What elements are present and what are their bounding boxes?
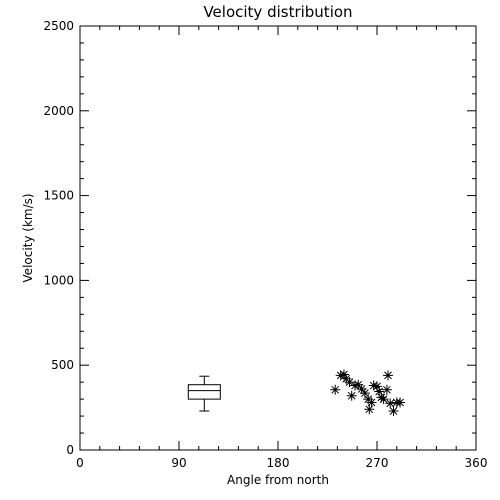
x-axis: 0 90 180 270 360	[76, 26, 487, 470]
data-point-marker	[383, 370, 393, 381]
data-point-marker	[385, 398, 396, 409]
chart-title: Velocity distribution	[203, 3, 352, 21]
x-tick-label: 360	[465, 456, 488, 470]
y-tick-label: 2500	[43, 19, 74, 33]
data-point-marker	[366, 397, 377, 408]
data-point-marker	[378, 394, 389, 405]
data-point-marker	[372, 381, 382, 392]
y-tick-label: 2000	[43, 104, 74, 118]
data-point-marker	[356, 383, 367, 394]
data-point-marker	[374, 386, 385, 397]
y-tick-label: 1500	[43, 189, 74, 203]
y-tick-label: 500	[51, 358, 74, 372]
data-point-marker	[388, 405, 399, 416]
data-point-marker	[335, 370, 346, 381]
y-axis-label: Velocity (km/s)	[21, 193, 35, 282]
x-axis-label: Angle from north	[227, 473, 329, 487]
y-axis: 0 500 1000 1500 2000 2500	[43, 19, 476, 457]
data-point-marker	[330, 384, 341, 395]
data-point-marker	[339, 369, 349, 380]
plot-frame	[79, 25, 477, 451]
x-tick-label: 90	[171, 456, 186, 470]
x-tick-label: 180	[267, 456, 290, 470]
x-tick-label: 270	[366, 456, 389, 470]
boxplot-box	[187, 384, 221, 400]
y-tick-label: 1000	[43, 273, 74, 287]
data-point-marker	[350, 380, 360, 391]
x-tick-label: 0	[76, 456, 84, 470]
data-point-marker	[395, 397, 406, 408]
data-point-marker	[344, 377, 355, 388]
data-point-marker	[346, 390, 357, 401]
data-point-marker	[368, 380, 379, 391]
data-point-marker	[381, 384, 392, 395]
data-point-marker	[353, 379, 364, 390]
data-points	[330, 369, 406, 416]
y-tick-label: 0	[66, 443, 74, 457]
data-point-marker	[359, 388, 370, 399]
boxplot	[187, 375, 221, 412]
data-point-marker	[364, 404, 375, 415]
